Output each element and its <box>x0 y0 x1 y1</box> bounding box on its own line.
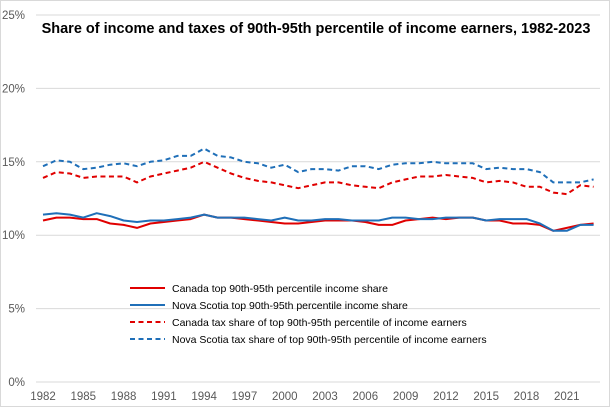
x-tick-label: 2018 <box>514 391 540 403</box>
legend-label: Canada top 90th-95th percentile income s… <box>172 283 388 295</box>
x-tick-label: 2021 <box>554 391 580 403</box>
x-tick-label: 2009 <box>393 391 419 403</box>
legend-label: Nova Scotia top 90th-95th percentile inc… <box>172 300 408 312</box>
x-tick-label: 2006 <box>353 391 379 403</box>
y-tick-label: 5% <box>8 304 25 316</box>
chart-title: Share of income and taxes of 90th-95th p… <box>42 21 591 37</box>
legend-label: Canada tax share of top 90th-95th percen… <box>172 317 467 329</box>
legend-label: Nova Scotia tax share of top 90th-95th p… <box>172 334 487 346</box>
y-tick-label: 15% <box>2 157 25 169</box>
x-tick-label: 1991 <box>151 391 177 403</box>
x-tick-label: 2015 <box>473 391 499 403</box>
x-tick-label: 1994 <box>191 391 217 403</box>
x-tick-label: 1988 <box>111 391 137 403</box>
x-tick-label: 2000 <box>272 391 298 403</box>
y-tick-label: 20% <box>2 83 25 95</box>
y-tick-label: 0% <box>8 377 25 389</box>
y-tick-label: 25% <box>2 10 25 22</box>
x-tick-label: 2012 <box>433 391 459 403</box>
x-tick-label: 1997 <box>232 391 258 403</box>
series-line-3 <box>42 147 594 184</box>
series-line-0 <box>42 213 594 232</box>
series-line-2 <box>42 160 594 196</box>
y-tick-label: 10% <box>2 230 25 242</box>
x-tick-label: 2003 <box>312 391 338 403</box>
x-tick-label: 1985 <box>70 391 96 403</box>
series-line-1 <box>42 212 594 232</box>
x-tick-label: 1982 <box>30 391 56 403</box>
